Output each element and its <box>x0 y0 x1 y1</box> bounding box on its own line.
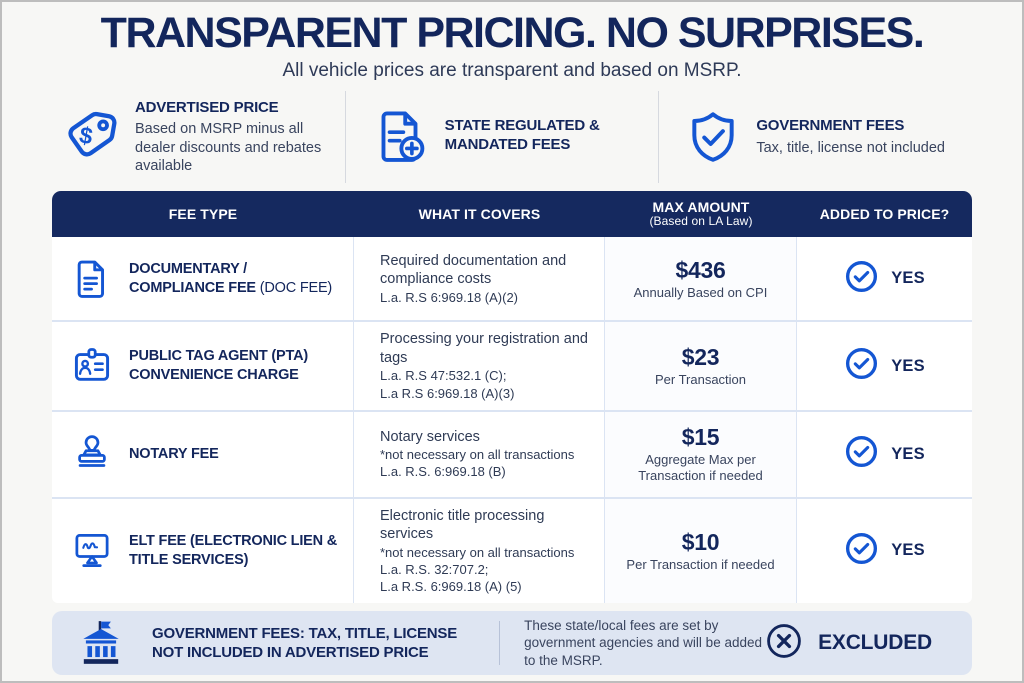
table-header: FEE TYPE WHAT IT COVERS MAX AMOUNT (Base… <box>52 191 972 238</box>
fee-name: ELT FEE (ELECTRONIC LIEN & TITLE SERVICE… <box>129 533 338 568</box>
covers-cell: Required documentation and compliance co… <box>354 237 605 321</box>
feature-government-fees: GOVERNMENT FEES Tax, title, license not … <box>658 91 972 184</box>
feature-title: GOVERNMENT FEES <box>756 117 905 135</box>
amount-value: $10 <box>681 528 720 555</box>
covers-main: Notary services <box>380 428 480 445</box>
government-fees-banner: GOVERNMENT FEES: TAX, TITLE, LICENSE NOT… <box>52 611 972 676</box>
max-amount-sublabel: (Based on LA Law) <box>649 214 753 229</box>
added-label: YES <box>891 444 925 463</box>
added-cell: YES <box>797 237 972 320</box>
page-subtitle: All vehicle prices are transparent and b… <box>282 60 742 82</box>
government-building-icon <box>76 618 126 668</box>
amount-note: Annually Based on CPI <box>633 284 768 300</box>
price-tag-icon: $ <box>58 106 120 168</box>
feature-text: GOVERNMENT FEES Tax, title, license not … <box>756 117 945 157</box>
amount-note: Per Transaction <box>654 371 747 387</box>
check-circle-icon <box>844 346 879 386</box>
covers-notes: *not necessary on all transactions L.a. … <box>380 544 575 595</box>
amount-note: Per Transaction if needed <box>626 556 775 572</box>
column-header-fee-type: FEE TYPE <box>168 206 238 223</box>
max-amount-label: MAX AMOUNT <box>652 199 750 216</box>
document-icon <box>70 257 114 301</box>
max-amount-cell: $10 Per Transaction if needed <box>605 498 797 604</box>
excluded-badge: EXCLUDED <box>764 621 932 666</box>
banner-description: These state/local fees are set by govern… <box>524 617 762 669</box>
covers-cell: Electronic title processing services *no… <box>354 498 605 604</box>
fee-type-cell: PUBLIC TAG AGENT (PTA) CONVENIENCE CHARG… <box>52 322 354 410</box>
added-cell: YES <box>797 499 972 604</box>
amount-value: $436 <box>675 256 726 283</box>
monitor-signature-icon <box>70 529 114 573</box>
fee-name: DOCUMENTARY / COMPLIANCE FEE (DOC FEE) <box>129 260 333 296</box>
fee-name: NOTARY FEE <box>129 445 219 462</box>
id-badge-icon <box>70 344 114 388</box>
feature-title: ADVERTISED PRICE <box>135 98 279 116</box>
table-row: ELT FEE (ELECTRONIC LIEN & TITLE SERVICE… <box>52 496 972 604</box>
amount-value: $23 <box>681 343 720 370</box>
banner-divider <box>498 621 501 666</box>
shield-check-icon <box>685 109 741 165</box>
banner-title: GOVERNMENT FEES: TAX, TITLE, LICENSE NOT… <box>152 624 458 662</box>
feature-description: Tax, title, license not included <box>756 139 945 156</box>
feature-text: STATE REGULATED & MANDATED FEES <box>445 117 605 158</box>
column-header-covers: WHAT IT COVERS <box>418 206 541 223</box>
svg-text:$: $ <box>77 122 94 150</box>
added-label: YES <box>891 269 925 288</box>
amount-note: Aggregate Max per Transaction if needed <box>638 451 763 484</box>
check-circle-icon <box>844 434 879 474</box>
amount-value: $15 <box>681 423 720 450</box>
max-amount-cell: $436 Annually Based on CPI <box>605 237 797 321</box>
added-label: YES <box>891 356 925 375</box>
fee-name: PUBLIC TAG AGENT (PTA) CONVENIENCE CHARG… <box>129 348 308 383</box>
covers-main: Processing your registration and tags <box>380 331 588 366</box>
fee-name-note: (DOC FEE) <box>259 279 333 296</box>
feature-title: STATE REGULATED & MANDATED FEES <box>444 117 600 153</box>
fee-type-cell: NOTARY FEE <box>52 411 354 497</box>
covers-notes: *not necessary on all transactions L.a. … <box>380 447 575 480</box>
stamp-icon <box>70 432 114 476</box>
feature-description: Based on MSRP minus all dealer discounts… <box>135 121 322 175</box>
check-circle-icon <box>844 259 879 299</box>
fee-table: FEE TYPE WHAT IT COVERS MAX AMOUNT (Base… <box>52 191 972 604</box>
check-circle-icon <box>844 531 879 571</box>
column-header-added: ADDED TO PRICE? <box>819 206 950 223</box>
covers-cell: Processing your registration and tags L.… <box>354 322 605 410</box>
added-cell: YES <box>797 412 972 497</box>
max-amount-cell: $15 Aggregate Max per Transaction if nee… <box>605 411 797 497</box>
feature-text: ADVERTISED PRICE Based on MSRP minus all… <box>135 99 335 176</box>
fee-type-cell: DOCUMENTARY / COMPLIANCE FEE (DOC FEE) <box>52 237 354 321</box>
table-row: DOCUMENTARY / COMPLIANCE FEE (DOC FEE) R… <box>52 237 972 321</box>
document-plus-icon <box>372 108 430 166</box>
fee-type-cell: ELT FEE (ELECTRONIC LIEN & TITLE SERVICE… <box>52 498 354 604</box>
covers-notes: L.a. R.S 47:532.1 (C); L.a R.S 6:969.18 … <box>380 368 515 401</box>
feature-row: $ ADVERTISED PRICE Based on MSRP minus a… <box>52 91 972 184</box>
excluded-label: EXCLUDED <box>818 631 932 655</box>
covers-main: Electronic title processing services <box>380 507 545 543</box>
covers-notes: L.a. R.S 6:969.18 (A)(2) <box>380 289 519 305</box>
added-cell: YES <box>797 322 972 409</box>
table-row: NOTARY FEE Notary services *not necessar… <box>52 409 972 497</box>
page-title: TRANSPARENT PRICING. NO SURPRISES. <box>100 9 925 57</box>
feature-state-regulated: STATE REGULATED & MANDATED FEES <box>344 91 659 184</box>
max-amount-cell: $23 Per Transaction <box>605 322 797 410</box>
column-header-max-amount: MAX AMOUNT (Based on LA Law) <box>605 191 797 237</box>
x-circle-icon <box>764 621 804 666</box>
added-label: YES <box>891 541 925 560</box>
covers-main: Required documentation and compliance co… <box>380 252 567 288</box>
feature-advertised-price: $ ADVERTISED PRICE Based on MSRP minus a… <box>52 91 345 183</box>
table-row: PUBLIC TAG AGENT (PTA) CONVENIENCE CHARG… <box>52 320 972 410</box>
covers-cell: Notary services *not necessary on all tr… <box>354 411 605 497</box>
